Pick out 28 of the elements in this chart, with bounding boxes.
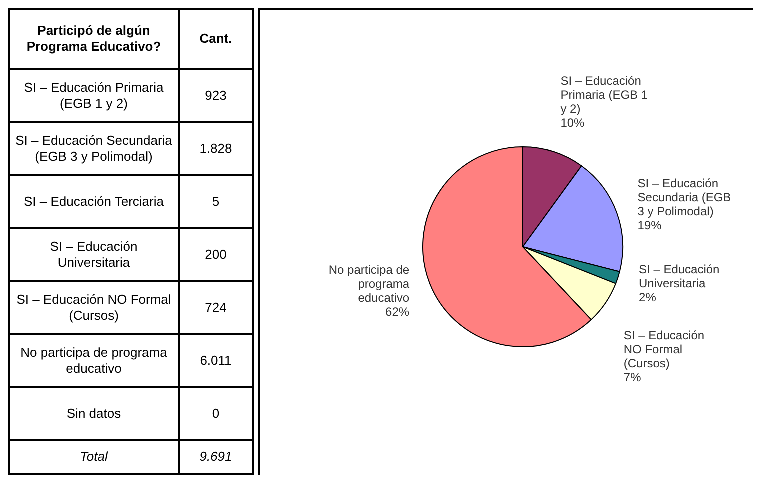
data-label: 724 (179, 281, 253, 334)
category-label: SI – Educación Secundaria (EGB 3 y Polimodal) (9, 122, 179, 175)
category-label: Sin datos (9, 387, 179, 440)
data-label: 6.011 (179, 334, 253, 387)
category-label: No participa de programa educativo (9, 334, 179, 387)
data-label: 19% (638, 218, 662, 233)
slice-label: No participa de programa educativo (328, 262, 410, 305)
text: Participó de algún Programa Educativo? (9, 9, 179, 69)
text: Cant. (179, 9, 253, 69)
data-label: 923 (179, 69, 253, 122)
slice-label: SI – Educación Primaria (EGB 1 y 2) (560, 74, 648, 116)
text: 9.691 (200, 449, 232, 464)
slice-label: SI – Educación Universitaria (639, 262, 720, 291)
data-label: 10% (560, 116, 586, 130)
slice-label: SI – Educación Secundaria (EGB 3 y Polimodal) (638, 176, 732, 219)
category-label: SI – Educación Universitaria (9, 228, 179, 281)
data-label: 0 (179, 387, 253, 440)
category-label: SI – Educación Terciaria (9, 175, 179, 228)
data-label: 2% (639, 290, 657, 305)
category-label: SI – Educación Primaria (EGB 1 y 2) (9, 69, 179, 122)
data-label: 1.828 (179, 122, 253, 175)
category-label: SI – Educación NO Formal (Cursos) (9, 281, 179, 334)
slice-label: SI – Educación NO Formal (Cursos) (624, 328, 705, 371)
data-label: 200 (179, 228, 253, 281)
data-label: 7% (624, 370, 642, 385)
data-label: 5 (179, 175, 253, 228)
data-label: 62% (386, 304, 410, 319)
text: Total (9, 440, 179, 474)
